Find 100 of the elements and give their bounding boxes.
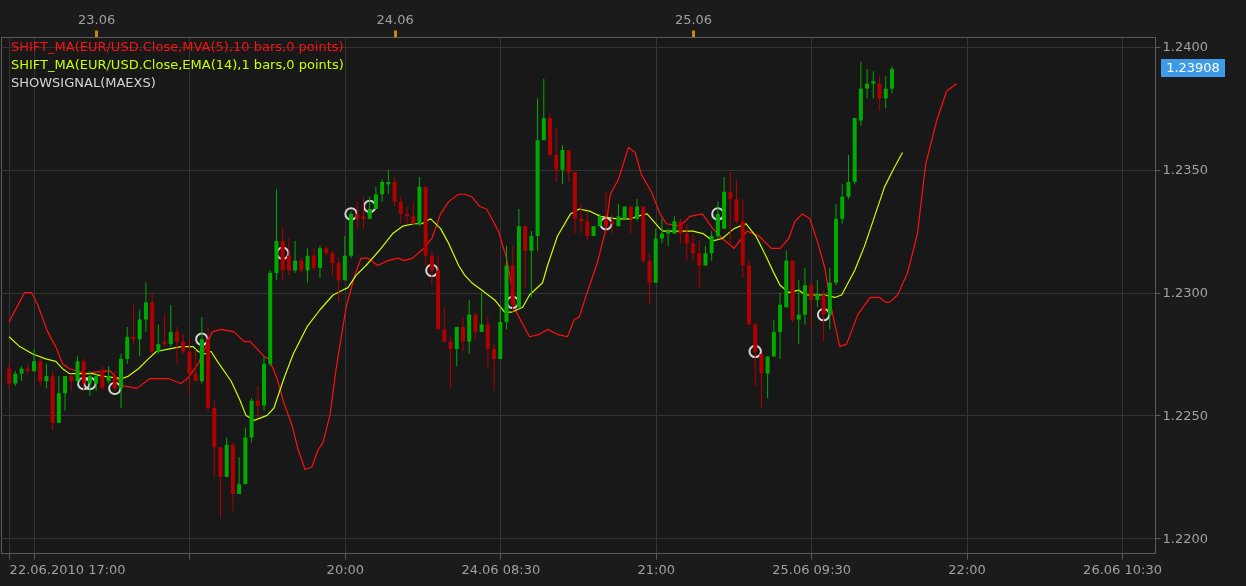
candlestick xyxy=(703,245,708,267)
candlestick xyxy=(492,343,497,392)
candlestick xyxy=(809,282,814,328)
candlestick xyxy=(529,230,534,298)
candlestick xyxy=(815,279,820,308)
point xyxy=(816,307,831,322)
candlestick xyxy=(473,311,478,340)
candlestick xyxy=(554,127,559,183)
candlestick xyxy=(871,70,876,99)
candlestick xyxy=(112,370,117,392)
y-tick-label: 1.2250 xyxy=(1162,407,1208,423)
candlestick xyxy=(143,282,148,333)
candlestick xyxy=(759,353,764,409)
x-tick-label: 24.06 08:30 xyxy=(461,561,541,577)
point xyxy=(83,376,97,391)
point xyxy=(748,344,762,359)
candlestick xyxy=(728,171,733,247)
candlestick xyxy=(305,247,310,284)
candlestick xyxy=(137,309,142,357)
candlestick xyxy=(429,250,434,286)
candlestick xyxy=(317,245,322,279)
candlestick xyxy=(560,144,565,185)
candlestick xyxy=(610,213,615,235)
x2-tick-label: 25.06 xyxy=(674,11,713,27)
text: 1.23908 xyxy=(1166,60,1220,75)
line-series xyxy=(8,151,904,421)
candlestick xyxy=(678,218,683,244)
candlestick xyxy=(603,191,608,235)
candlestick xyxy=(821,289,826,343)
candlestick xyxy=(541,78,546,141)
point xyxy=(711,207,725,221)
x2-tick-label: 24.06 xyxy=(376,11,414,27)
text: SHIFT_MA(EUR/USD.Close,MVA(5),10 bars,0 points) xyxy=(11,39,344,54)
point xyxy=(425,263,439,278)
text: SHIFT_MA(EUR/USD.Close,EMA(14),1 bars,0 points) xyxy=(11,57,344,72)
candlestick xyxy=(448,336,453,389)
candlestick xyxy=(715,201,720,239)
x-tick-label: 20:00 xyxy=(326,561,365,577)
candlestick xyxy=(44,363,49,389)
candlestick xyxy=(460,316,465,353)
point xyxy=(108,381,122,396)
point xyxy=(77,376,91,391)
candlestick xyxy=(367,196,372,220)
candlestick xyxy=(286,237,291,276)
y-tick-label: 1.2200 xyxy=(1162,530,1208,546)
candlestick xyxy=(889,65,894,95)
candlestick xyxy=(647,252,652,306)
candlestick xyxy=(479,292,484,333)
point xyxy=(506,295,520,310)
candlestick xyxy=(193,348,198,382)
candlestick xyxy=(411,201,416,225)
candlestick xyxy=(454,326,459,367)
candlestick xyxy=(865,68,870,99)
candlestick xyxy=(398,196,403,225)
candlestick xyxy=(63,375,68,411)
candlestick xyxy=(765,355,770,399)
candlestick xyxy=(7,363,12,389)
candlestick xyxy=(181,333,186,355)
candlestick xyxy=(380,179,385,203)
candlestick xyxy=(187,338,192,394)
text: SHOWSIGNAL(MAEXS) xyxy=(11,75,156,90)
y-tick-label: 1.2300 xyxy=(1162,285,1208,301)
candlestick xyxy=(566,149,571,183)
candlestick xyxy=(125,326,130,365)
x-tick-label: 26.06 10:30 xyxy=(1083,561,1162,577)
x-tick-label: 25.06 09:30 xyxy=(772,561,852,577)
x-tick-label: 22:00 xyxy=(948,561,986,577)
candlestick xyxy=(355,201,360,230)
candlestick xyxy=(392,176,397,208)
candlestick xyxy=(883,75,888,109)
candlestick xyxy=(846,154,851,200)
candlestick xyxy=(635,198,640,222)
candlestick xyxy=(709,230,714,262)
candlestick xyxy=(585,210,590,242)
point xyxy=(195,332,209,346)
x-tick-label: 22.06.2010 17:00 xyxy=(9,561,126,577)
candlestick xyxy=(38,358,43,387)
candlestick xyxy=(168,304,173,348)
candlestick xyxy=(293,240,298,274)
point xyxy=(599,217,613,231)
y-tick-label: 1.2400 xyxy=(1162,39,1208,55)
candlestick xyxy=(255,385,260,419)
point xyxy=(363,199,377,214)
candlestick xyxy=(311,247,316,271)
point xyxy=(344,207,358,221)
x-tick-label: 21:00 xyxy=(637,561,675,577)
candlestick xyxy=(336,257,341,303)
candlestick xyxy=(237,456,242,495)
candlestick xyxy=(442,306,447,343)
candlestick xyxy=(81,358,86,392)
candlestick xyxy=(174,326,179,365)
y-tick-label: 1.2350 xyxy=(1162,162,1208,178)
x2-tick-label: 23.06 xyxy=(78,11,116,27)
candlestick xyxy=(156,323,161,355)
candlestick xyxy=(87,370,92,397)
candlestick xyxy=(361,196,366,230)
candlestick xyxy=(697,240,702,289)
candlestick xyxy=(330,250,335,276)
candlestick xyxy=(684,223,689,262)
candlestick xyxy=(734,179,739,225)
